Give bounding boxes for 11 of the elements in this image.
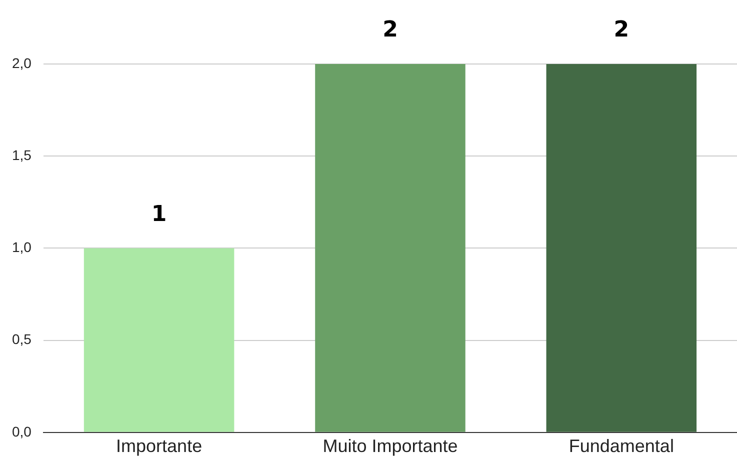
- y-tick-label: 0,0: [12, 423, 32, 440]
- x-tick-label: Fundamental: [568, 436, 674, 456]
- data-label: 1: [151, 202, 167, 227]
- y-tick-label: 1,5: [12, 146, 32, 163]
- y-tick-label: 2,0: [12, 54, 32, 71]
- data-label: 2: [382, 18, 398, 43]
- x-tick-label: Muito Importante: [322, 436, 458, 456]
- data-label: 2: [614, 18, 630, 43]
- y-tick-label: 1,0: [12, 239, 32, 256]
- y-tick-label: 0,5: [12, 331, 32, 348]
- x-tick-label: Importante: [116, 436, 202, 456]
